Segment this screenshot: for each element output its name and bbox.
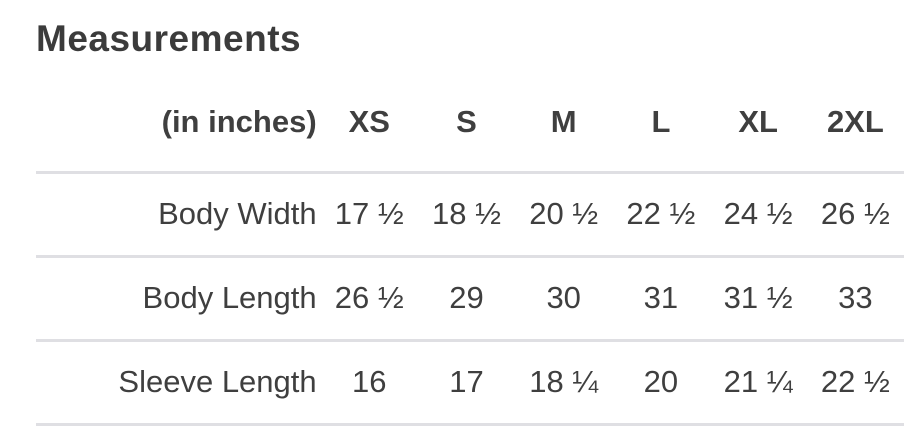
row-label: Body Width	[158, 196, 317, 231]
cell-sleeve-length-xl: 21 ¼	[723, 364, 793, 399]
cell-body-width-l: 22 ½	[626, 196, 696, 231]
cell-sleeve-length-l: 20	[643, 364, 679, 399]
table-row-body-length: Body Length 26 ½ 29 30 31 31 ½ 33	[36, 256, 904, 340]
table-row-sleeve-length: Sleeve Length 16 17 18 ¼ 20 21 ¼ 22 ½	[36, 340, 904, 424]
measurements-section: Measurements (in inches) XS S M L XL 2XL…	[0, 18, 904, 439]
cell-body-width-2xl: 26 ½	[820, 196, 890, 231]
size-header-xl: XL	[738, 103, 778, 139]
size-header-xs: XS	[348, 103, 390, 139]
row-label: Sleeve Length	[118, 364, 317, 399]
unit-header: (in inches)	[161, 103, 317, 139]
cell-body-length-l: 31	[643, 280, 679, 315]
row-label: Body Length	[142, 280, 317, 315]
measurements-table: (in inches) XS S M L XL 2XL Body Width 1…	[36, 85, 904, 426]
cell-body-length-s: 29	[449, 280, 484, 315]
table-row-body-width: Body Width 17 ½ 18 ½ 20 ½ 22 ½ 24 ½ 26 ½	[36, 172, 904, 256]
size-header-l: L	[651, 103, 671, 139]
cell-sleeve-length-s: 17	[449, 364, 484, 399]
cell-body-width-xs: 17 ½	[334, 196, 404, 231]
cell-body-width-m: 20 ½	[529, 196, 599, 231]
cell-body-length-2xl: 33	[838, 280, 873, 315]
cell-sleeve-length-m: 18 ¼	[529, 364, 599, 399]
size-header-m: M	[550, 103, 577, 139]
cell-sleeve-length-2xl: 22 ½	[820, 364, 890, 399]
size-header-2xl: 2XL	[826, 103, 884, 139]
cell-body-length-xs: 26 ½	[334, 280, 404, 315]
table-header-row: (in inches) XS S M L XL 2XL	[36, 85, 904, 172]
cell-sleeve-length-xs: 16	[352, 364, 387, 399]
cell-body-width-xl: 24 ½	[723, 196, 793, 231]
cell-body-length-xl: 31 ½	[723, 280, 793, 315]
cell-body-width-s: 18 ½	[431, 196, 501, 231]
cell-body-length-m: 30	[546, 280, 581, 315]
section-title: Measurements	[36, 18, 302, 59]
size-header-s: S	[456, 103, 477, 139]
